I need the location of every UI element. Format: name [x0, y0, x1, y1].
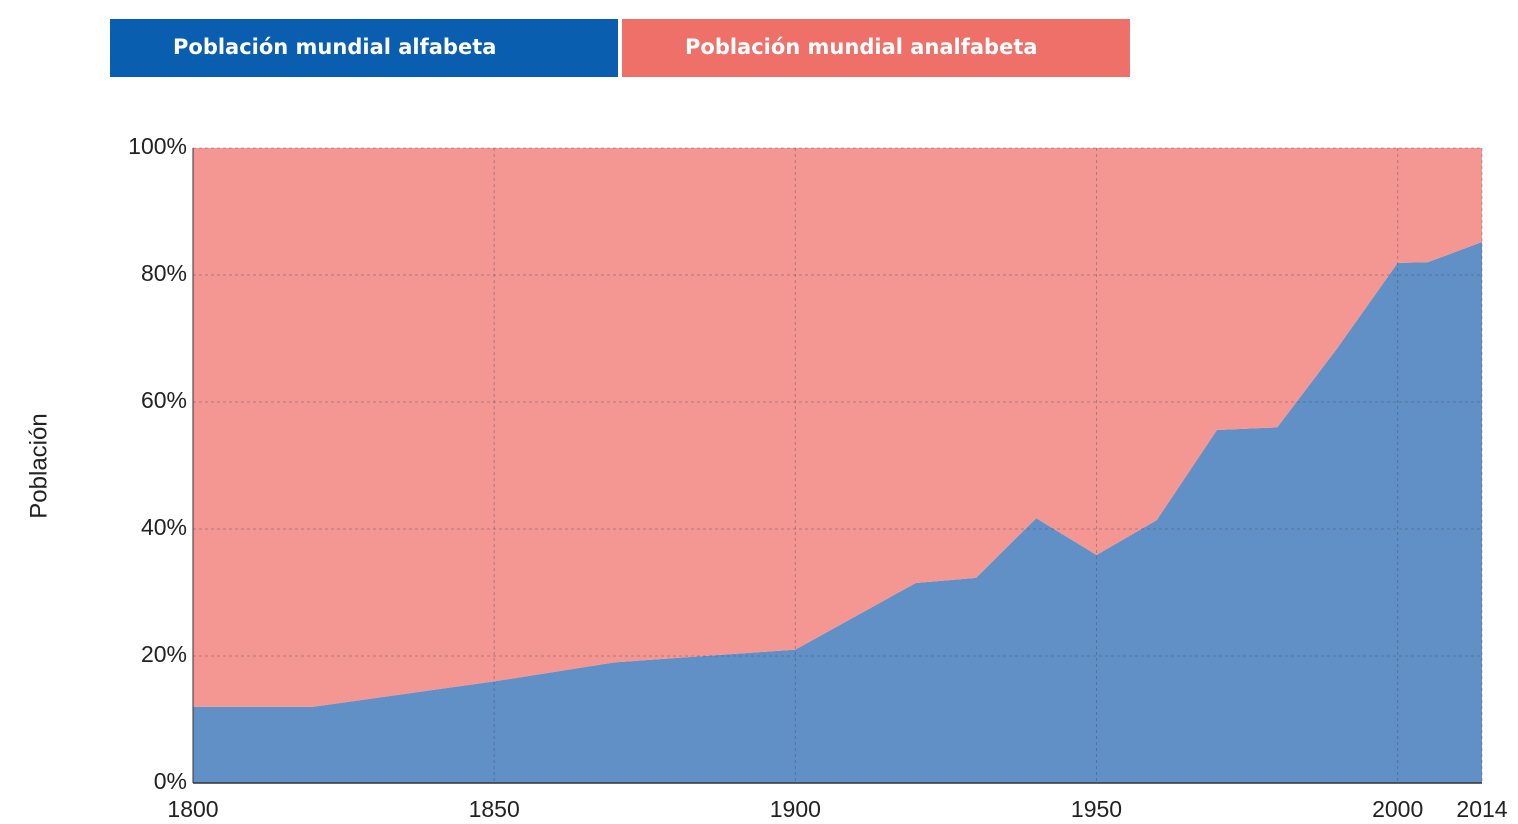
legend-swatch [622, 19, 1130, 77]
legend-item[interactable]: Población mundial analfabeta [622, 19, 1130, 77]
y-tick-label: 60% [141, 387, 187, 413]
y-tick-label: 20% [141, 641, 187, 667]
y-axis-label: Población [25, 413, 52, 518]
x-tick-label: 1850 [469, 796, 520, 822]
area [193, 148, 1482, 707]
y-tick-label: 100% [128, 133, 187, 159]
x-tick-label: 2000 [1372, 796, 1423, 822]
y-tick-label: 80% [141, 260, 187, 286]
y-tick-label: 0% [154, 768, 187, 794]
legend-text: Población mundial analfabeta [685, 35, 1038, 59]
legend-item[interactable]: Población mundial alfabeta [110, 19, 618, 77]
legend-swatch [110, 19, 618, 77]
legend-text: Población mundial alfabeta [173, 35, 496, 59]
x-tick-label: 2014 [1456, 796, 1507, 822]
x-tick-label: 1900 [770, 796, 821, 822]
area [193, 241, 1482, 784]
y-tick-label: 40% [141, 514, 187, 540]
x-tick-label: 1800 [167, 796, 218, 822]
x-tick-label: 1950 [1071, 796, 1122, 822]
